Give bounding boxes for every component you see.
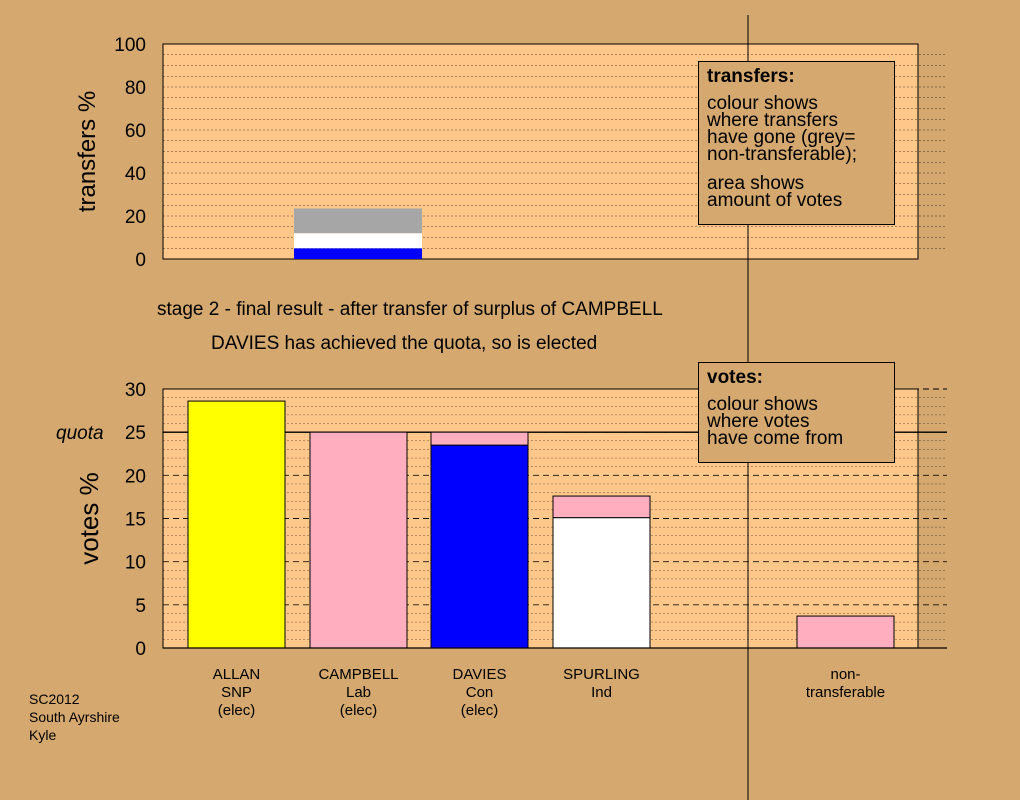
votes-legend-line: where votes bbox=[707, 411, 810, 432]
vote-bar-segment bbox=[796, 615, 895, 649]
source-note: SC2012 South Ayrshire Kyle bbox=[29, 690, 120, 744]
candidate-label: Con bbox=[466, 684, 494, 701]
transfer-segment bbox=[294, 233, 422, 249]
vote-bar-segment bbox=[552, 517, 651, 649]
transfers-legend-line: colour shows bbox=[707, 93, 818, 114]
candidate-label: transferable bbox=[806, 684, 885, 701]
candidate-label: Ind bbox=[591, 684, 612, 701]
stage-title: stage 2 - final result - after transfer … bbox=[157, 299, 663, 320]
votes-legend-line: colour shows bbox=[707, 394, 818, 415]
transfers-legend-title: transfers: bbox=[707, 66, 795, 87]
vote-bar-segment bbox=[187, 400, 286, 649]
vote-bar-segment bbox=[430, 431, 529, 446]
transfer-segment bbox=[294, 208, 422, 234]
candidate-label: Lab bbox=[346, 684, 371, 701]
transfers-y-axis-label: transfers % bbox=[74, 91, 101, 212]
votes-y-tick-label: 20 bbox=[125, 466, 146, 487]
transfers-legend-line: area shows bbox=[707, 173, 805, 194]
candidate-label: SNP bbox=[221, 684, 252, 701]
votes-legend: votes: colour shows where votes have com… bbox=[698, 362, 895, 463]
candidate-label: (elec) bbox=[340, 702, 378, 719]
votes-y-tick-label: 0 bbox=[135, 639, 146, 660]
transfer-segment bbox=[294, 248, 422, 259]
source-line: Kyle bbox=[29, 727, 57, 743]
source-line: SC2012 bbox=[29, 691, 80, 707]
transfers-y-tick-label: 80 bbox=[125, 78, 146, 99]
candidate-label: SPURLING bbox=[563, 666, 640, 683]
source-line: South Ayrshire bbox=[29, 709, 120, 725]
transfers-legend-line: have gone (grey= bbox=[707, 127, 856, 148]
vote-bar-segment bbox=[309, 431, 408, 649]
stage-subtitle: DAVIES has achieved the quota, so is ele… bbox=[211, 333, 598, 354]
quota-label: quota bbox=[56, 423, 104, 444]
votes-legend-title: votes: bbox=[707, 367, 763, 388]
votes-y-tick-label: 5 bbox=[135, 596, 146, 617]
vote-bar-segment bbox=[552, 495, 651, 519]
transfers-y-tick-label: 40 bbox=[125, 164, 146, 185]
votes-legend-line: have come from bbox=[707, 428, 844, 449]
transfers-y-tick-label: 20 bbox=[125, 207, 146, 228]
transfers-y-tick-label: 60 bbox=[125, 121, 146, 142]
transfers-y-tick-label: 0 bbox=[135, 250, 146, 271]
votes-y-axis-label: votes % bbox=[74, 472, 104, 565]
votes-y-tick-label: 25 bbox=[125, 423, 146, 444]
candidate-label: CAMPBELL bbox=[318, 666, 398, 683]
candidate-label: (elec) bbox=[218, 702, 256, 719]
votes-y-tick-label: 10 bbox=[125, 553, 146, 574]
transfers-y-tick-label: 100 bbox=[114, 35, 146, 56]
votes-y-tick-label: 30 bbox=[125, 380, 146, 401]
votes-y-tick-label: 15 bbox=[125, 510, 146, 531]
candidate-label: (elec) bbox=[461, 702, 499, 719]
vote-bar-segment bbox=[430, 444, 529, 649]
candidate-label: ALLAN bbox=[213, 666, 261, 683]
transfers-legend: transfers: colour shows where transfers … bbox=[698, 61, 895, 225]
candidate-label: DAVIES bbox=[453, 666, 507, 683]
transfers-legend-line: amount of votes bbox=[707, 190, 843, 211]
candidate-label: non- bbox=[830, 666, 860, 683]
transfers-legend-line: where transfers bbox=[707, 110, 838, 131]
transfers-legend-line: non-transferable); bbox=[707, 144, 857, 165]
